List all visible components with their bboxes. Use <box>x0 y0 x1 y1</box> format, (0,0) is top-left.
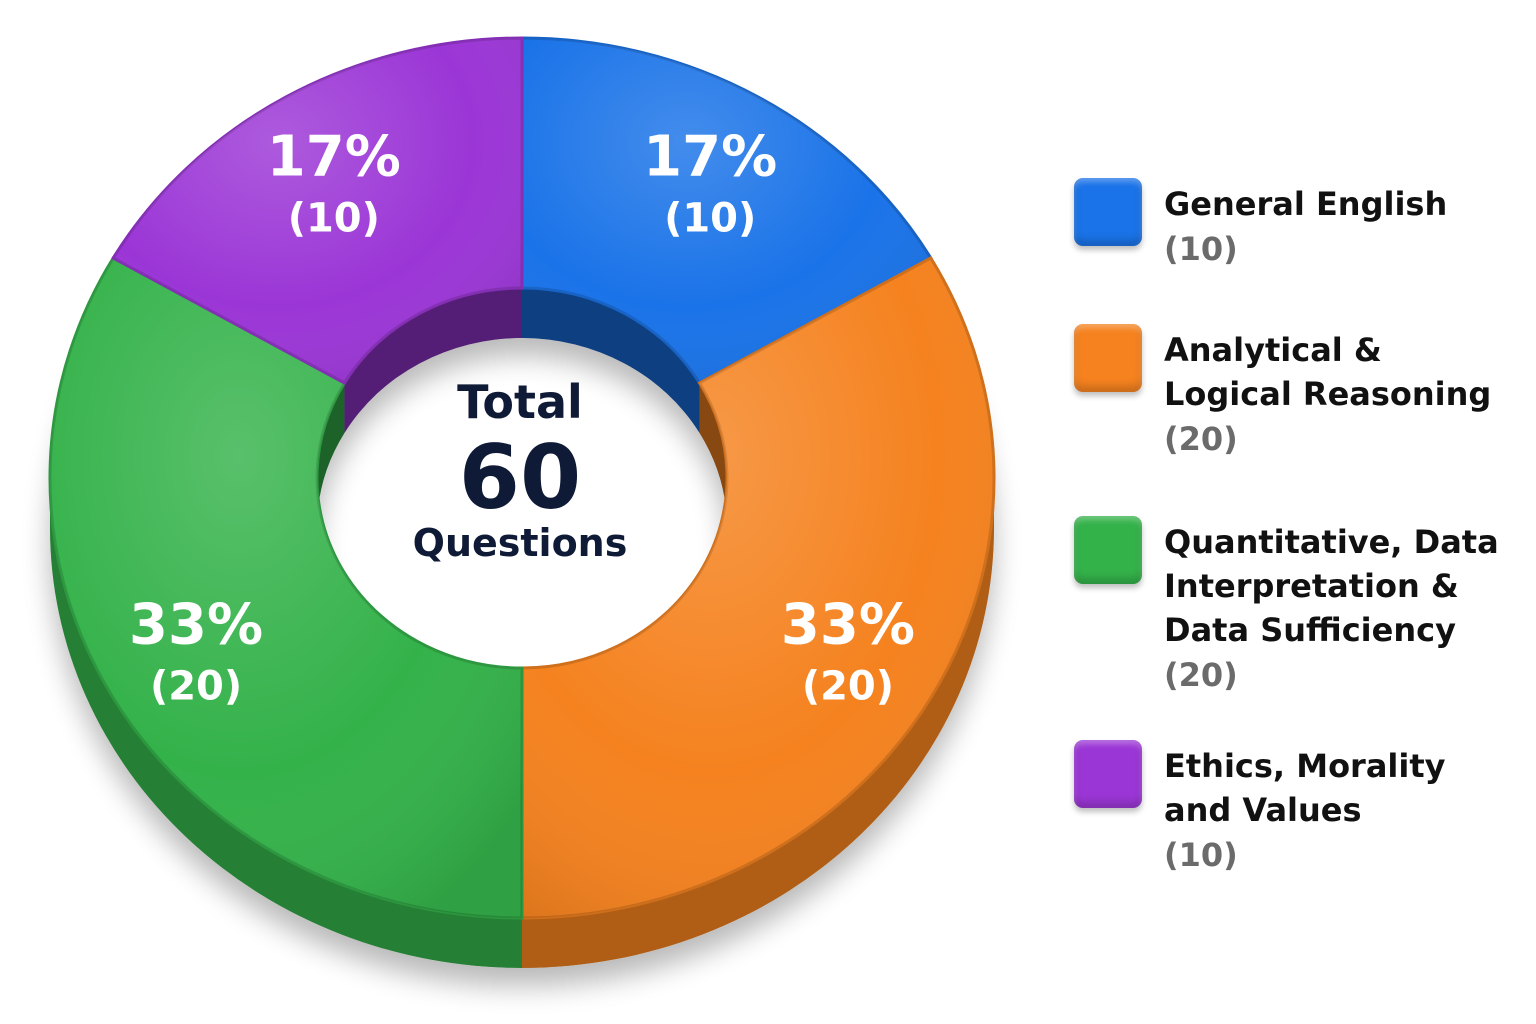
donut-chart: 17% (10) 33% (20) 33% (20) 17% (10) Total 60 Qu… <box>48 36 996 969</box>
slice-count-label: (20) <box>802 663 894 709</box>
legend-label: Analytical & Logical Reasoning <box>1164 331 1492 413</box>
slice-inner-wall-analytical-logical-reasoning <box>699 383 727 528</box>
slice-percent-label: 33% <box>129 592 263 657</box>
legend-label: Ethics, Morality and Values <box>1164 747 1446 829</box>
legend-label: General English <box>1164 185 1448 223</box>
legend-item-quantitative-data-interpretation-data-sufficiency: Quantitative, Data Interpretation & Data… <box>1074 516 1499 698</box>
slice-inner-wall-quantitative-data-interpretation-data-sufficiency <box>317 383 345 528</box>
legend-swatch <box>1074 324 1142 392</box>
slice-percent-label: 33% <box>781 592 915 657</box>
slice-shine-quantitative-data-interpretation-data-sufficiency <box>49 258 522 918</box>
legend-swatch <box>1074 178 1142 246</box>
slice-count-label: (10) <box>664 195 756 241</box>
legend-label: Quantitative, Data Interpretation & Data… <box>1164 523 1499 649</box>
slice-shine-general-english <box>522 38 931 383</box>
slice-inner-wall-general-english <box>522 288 700 433</box>
slice-side-analytical-logical-reasoning <box>522 478 994 968</box>
slice-side-quantitative-data-interpretation-data-sufficiency <box>50 478 522 968</box>
slice-inner-wall-ethics-morality-and-values <box>344 288 522 433</box>
center-total-value: 60 <box>459 426 581 529</box>
legend-text: Quantitative, Data Interpretation & Data… <box>1164 520 1499 698</box>
legend-swatch <box>1074 740 1142 808</box>
legend-text: General English (10) <box>1164 182 1447 272</box>
legend-count: (10) <box>1164 836 1238 874</box>
slice-percent-label: 17% <box>643 124 777 189</box>
legend-item-ethics-morality-and-values: Ethics, Morality and Values (10) <box>1074 740 1446 878</box>
slice-shine-ethics-morality-and-values <box>113 38 522 383</box>
legend-item-analytical-logical-reasoning: Analytical & Logical Reasoning (20) <box>1074 324 1491 462</box>
slice-count-label: (20) <box>150 663 242 709</box>
legend-count: (20) <box>1164 656 1238 694</box>
legend-text: Ethics, Morality and Values (10) <box>1164 744 1446 878</box>
center-total-label: Total <box>457 375 583 429</box>
center-questions-label: Questions <box>413 521 628 565</box>
slice-count-label: (10) <box>288 195 380 241</box>
legend-count: (10) <box>1164 230 1238 268</box>
legend-item-general-english: General English (10) <box>1074 178 1447 272</box>
slice-shine-analytical-logical-reasoning <box>522 258 994 918</box>
legend-text: Analytical & Logical Reasoning (20) <box>1164 328 1491 462</box>
legend-swatch <box>1074 516 1142 584</box>
slice-percent-label: 17% <box>267 124 401 189</box>
legend-count: (20) <box>1164 420 1238 458</box>
